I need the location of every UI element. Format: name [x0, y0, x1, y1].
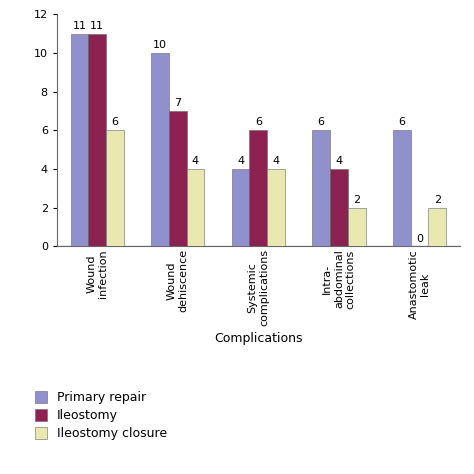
Text: 10: 10	[153, 40, 167, 50]
Bar	[169, 111, 187, 246]
Text: 6: 6	[255, 118, 262, 128]
Text: 4: 4	[192, 156, 199, 166]
Text: 7: 7	[174, 98, 182, 108]
Bar	[428, 208, 446, 246]
Text: 2: 2	[434, 195, 441, 205]
Bar	[71, 34, 88, 246]
Bar	[232, 169, 249, 246]
Bar	[57, 246, 460, 252]
Text: 2: 2	[353, 195, 360, 205]
Text: 4: 4	[335, 156, 343, 166]
Bar	[106, 130, 124, 246]
Text: 6: 6	[398, 118, 405, 128]
Bar	[187, 169, 204, 246]
Text: 4: 4	[273, 156, 280, 166]
Text: 11: 11	[90, 21, 104, 31]
Bar	[151, 53, 169, 246]
Text: 6: 6	[318, 118, 325, 128]
Legend: Primary repair, Ileostomy, Ileostomy closure: Primary repair, Ileostomy, Ileostomy clo…	[31, 387, 171, 444]
Bar	[348, 208, 365, 246]
Text: 11: 11	[73, 21, 86, 31]
Bar	[88, 34, 106, 246]
X-axis label: Complications: Complications	[214, 332, 302, 345]
Bar	[393, 130, 410, 246]
Text: 0: 0	[416, 234, 423, 244]
Bar	[267, 169, 285, 246]
Bar	[249, 130, 267, 246]
Bar	[312, 130, 330, 246]
Text: 6: 6	[111, 118, 118, 128]
Bar	[330, 169, 348, 246]
Text: 4: 4	[237, 156, 244, 166]
